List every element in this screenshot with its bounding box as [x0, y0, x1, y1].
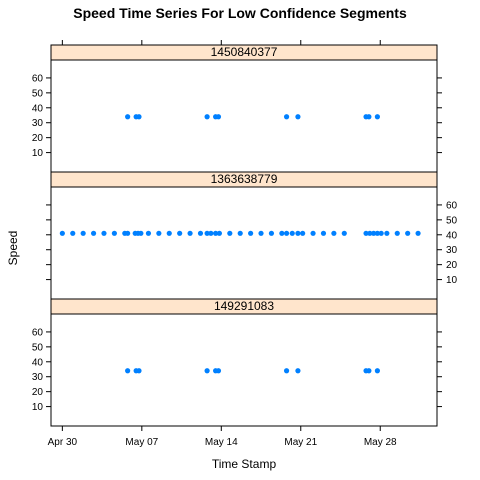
y-tick-label: 10 — [32, 148, 44, 159]
data-point — [295, 114, 301, 120]
data-point — [80, 230, 86, 236]
data-point — [187, 230, 193, 236]
data-point — [268, 230, 275, 236]
x-tick-label: May 28 — [364, 437, 397, 448]
data-point — [136, 368, 142, 374]
data-point — [204, 114, 210, 120]
data-point — [378, 230, 384, 236]
panel-border — [50, 313, 438, 427]
y-tick-label: 50 — [32, 88, 44, 99]
data-point — [177, 230, 183, 236]
data-point — [289, 230, 295, 236]
data-point — [279, 230, 285, 236]
x-tick-label: May 21 — [284, 437, 317, 448]
data-point — [125, 368, 131, 374]
data-point — [374, 368, 380, 374]
data-point — [366, 368, 372, 374]
y-tick-label: 20 — [32, 387, 44, 398]
y-tick-label: 40 — [32, 357, 44, 368]
data-point — [283, 230, 290, 236]
data-point — [125, 230, 131, 236]
panel-2: 1363638779 10 20 30 40 50 60 — [46, 171, 458, 300]
y-tick-label: 40 — [32, 103, 44, 114]
panel-strip-label: 1363638779 — [211, 172, 278, 186]
data-point — [216, 230, 223, 236]
data-point — [70, 230, 76, 236]
data-point — [166, 230, 172, 236]
data-point — [283, 368, 290, 374]
data-point — [394, 230, 400, 236]
y-tick-label: 60 — [446, 200, 458, 211]
data-point — [90, 230, 97, 236]
data-point — [138, 230, 144, 236]
data-point — [363, 230, 369, 236]
y-tick-label: 20 — [446, 260, 458, 271]
data-point — [367, 230, 373, 236]
y-tick-label: 50 — [32, 342, 44, 353]
data-point — [197, 230, 204, 236]
x-tick-label: May 14 — [205, 437, 238, 448]
panel-strip-label: 149291083 — [214, 299, 274, 313]
data-point — [405, 230, 411, 236]
data-point — [59, 230, 65, 236]
data-point — [101, 230, 107, 236]
data-point — [384, 230, 390, 236]
data-point — [215, 368, 222, 374]
data-point — [331, 230, 337, 236]
data-point — [213, 230, 219, 236]
data-point — [227, 230, 233, 236]
data-point — [295, 230, 301, 236]
data-point — [374, 114, 380, 120]
data-point — [111, 230, 117, 236]
data-point — [366, 114, 372, 120]
y-tick-label: 10 — [32, 402, 44, 413]
chart-title: Speed Time Series For Low Confidence Seg… — [73, 5, 407, 21]
data-point — [415, 230, 421, 236]
data-point — [125, 114, 131, 120]
data-point — [258, 230, 264, 236]
y-tick-label: 50 — [446, 215, 458, 226]
data-point — [310, 230, 316, 236]
x-axis: Apr 30 May 07 May 14 May 21 May 28 — [48, 40, 397, 448]
x-tick-label: Apr 30 — [48, 437, 78, 448]
y-tick-label: 40 — [446, 230, 458, 241]
x-axis-label: Time Stamp — [212, 457, 277, 471]
data-point — [136, 114, 142, 120]
data-point — [145, 230, 152, 236]
panel-border — [50, 186, 438, 300]
y-tick-label: 30 — [446, 245, 458, 256]
data-point — [371, 230, 377, 236]
panel-3: 149291083 10 20 30 40 50 60 — [32, 298, 442, 427]
data-point — [156, 230, 162, 236]
data-point — [237, 230, 243, 236]
data-point — [341, 230, 347, 236]
panels-group: 1450840377 10 20 30 40 50 60 1363638779 10 20 30 40… — [32, 40, 458, 448]
y-tick-label: 30 — [32, 372, 44, 383]
data-point — [215, 114, 222, 120]
data-point — [208, 230, 214, 236]
y-tick-label: 60 — [32, 73, 44, 84]
data-point — [300, 230, 306, 236]
data-point — [204, 368, 210, 374]
x-tick-label: May 07 — [125, 437, 158, 448]
y-tick-label: 20 — [32, 133, 44, 144]
data-point — [283, 114, 290, 120]
data-point — [374, 230, 380, 236]
data-point — [320, 230, 327, 236]
data-point — [295, 368, 301, 374]
y-axis-label: Speed — [6, 231, 20, 266]
panel-1: 1450840377 10 20 30 40 50 60 — [32, 44, 442, 173]
y-tick-label: 60 — [32, 327, 44, 338]
data-point — [248, 230, 254, 236]
panel-strip-label: 1450840377 — [211, 45, 278, 59]
y-tick-label: 30 — [32, 118, 44, 129]
y-tick-label: 10 — [446, 275, 458, 286]
data-point — [204, 230, 210, 236]
